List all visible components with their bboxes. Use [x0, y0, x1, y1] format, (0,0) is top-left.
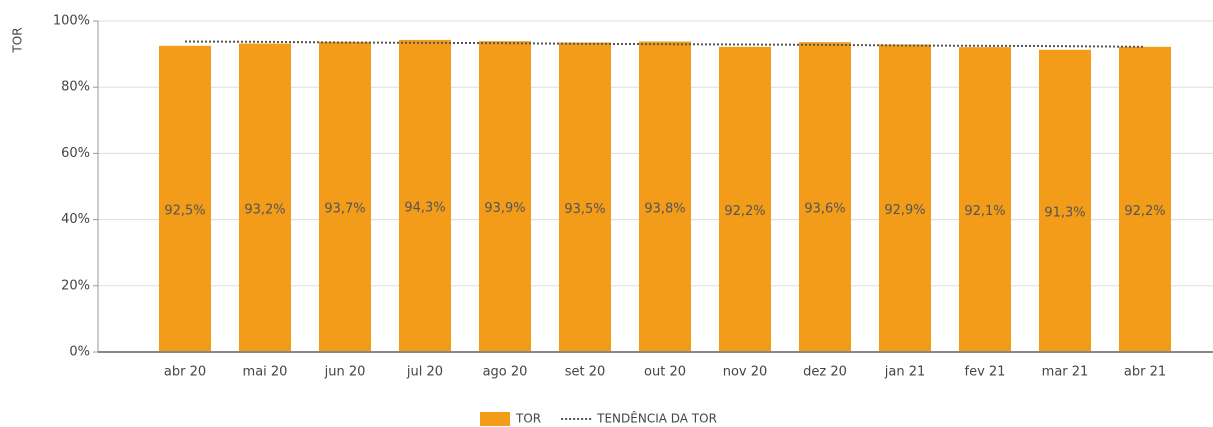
bar: [1119, 46, 1171, 353]
data-label: 93,2%: [244, 202, 285, 217]
x-tick-label: mai 20: [243, 365, 288, 380]
bar: [319, 41, 371, 353]
y-tick-label: 0%: [69, 345, 90, 360]
x-tick-label: nov 20: [723, 365, 768, 380]
data-label: 94,3%: [404, 200, 445, 215]
x-tick-label: dez 20: [803, 365, 847, 380]
legend-label: TOR: [515, 412, 541, 426]
bar: [159, 45, 211, 352]
data-label: 93,7%: [324, 201, 365, 216]
y-tick-label: 100%: [53, 14, 90, 29]
y-tick-label: 40%: [61, 212, 90, 227]
bar: [559, 42, 611, 352]
bar: [1039, 49, 1091, 353]
legend-label: TENDÊNCIA DA TOR: [596, 411, 717, 426]
trend-line: [184, 40, 1146, 48]
data-label: 92,5%: [164, 203, 205, 218]
y-tick-label: 20%: [61, 278, 90, 293]
data-label: 92,2%: [724, 204, 765, 219]
bar: [799, 42, 851, 353]
x-tick-label: ago 20: [483, 365, 528, 380]
x-tick-label: abr 20: [164, 365, 206, 380]
x-tick-label: mar 21: [1042, 365, 1089, 380]
data-label: 92,2%: [1124, 204, 1165, 219]
data-label: 93,6%: [804, 202, 845, 217]
x-tick-label: set 20: [565, 365, 606, 380]
bar: [639, 41, 691, 352]
data-label: 91,3%: [1044, 205, 1085, 220]
bar: [399, 39, 451, 352]
x-tick-label: abr 21: [1124, 365, 1166, 380]
bar: [239, 43, 291, 353]
y-tick-label: 80%: [61, 80, 90, 95]
x-tick-label: out 20: [644, 365, 686, 380]
bar: [959, 47, 1011, 353]
data-label: 93,5%: [564, 202, 605, 217]
data-label: 92,9%: [884, 203, 925, 218]
bar: [479, 41, 531, 352]
x-tick-label: fev 21: [965, 365, 1006, 380]
x-tick-label: jan 21: [884, 365, 926, 380]
legend-swatch: [480, 412, 510, 426]
data-label: 93,9%: [484, 201, 525, 216]
bar: [719, 46, 771, 353]
data-label: 93,8%: [644, 201, 685, 216]
y-axis-title: TOR: [11, 27, 25, 53]
bar: [879, 44, 931, 352]
data-label: 92,1%: [964, 204, 1005, 219]
x-tick-label: jun 20: [324, 365, 366, 380]
y-tick-label: 60%: [61, 146, 90, 161]
x-tick-label: jul 20: [406, 365, 443, 380]
